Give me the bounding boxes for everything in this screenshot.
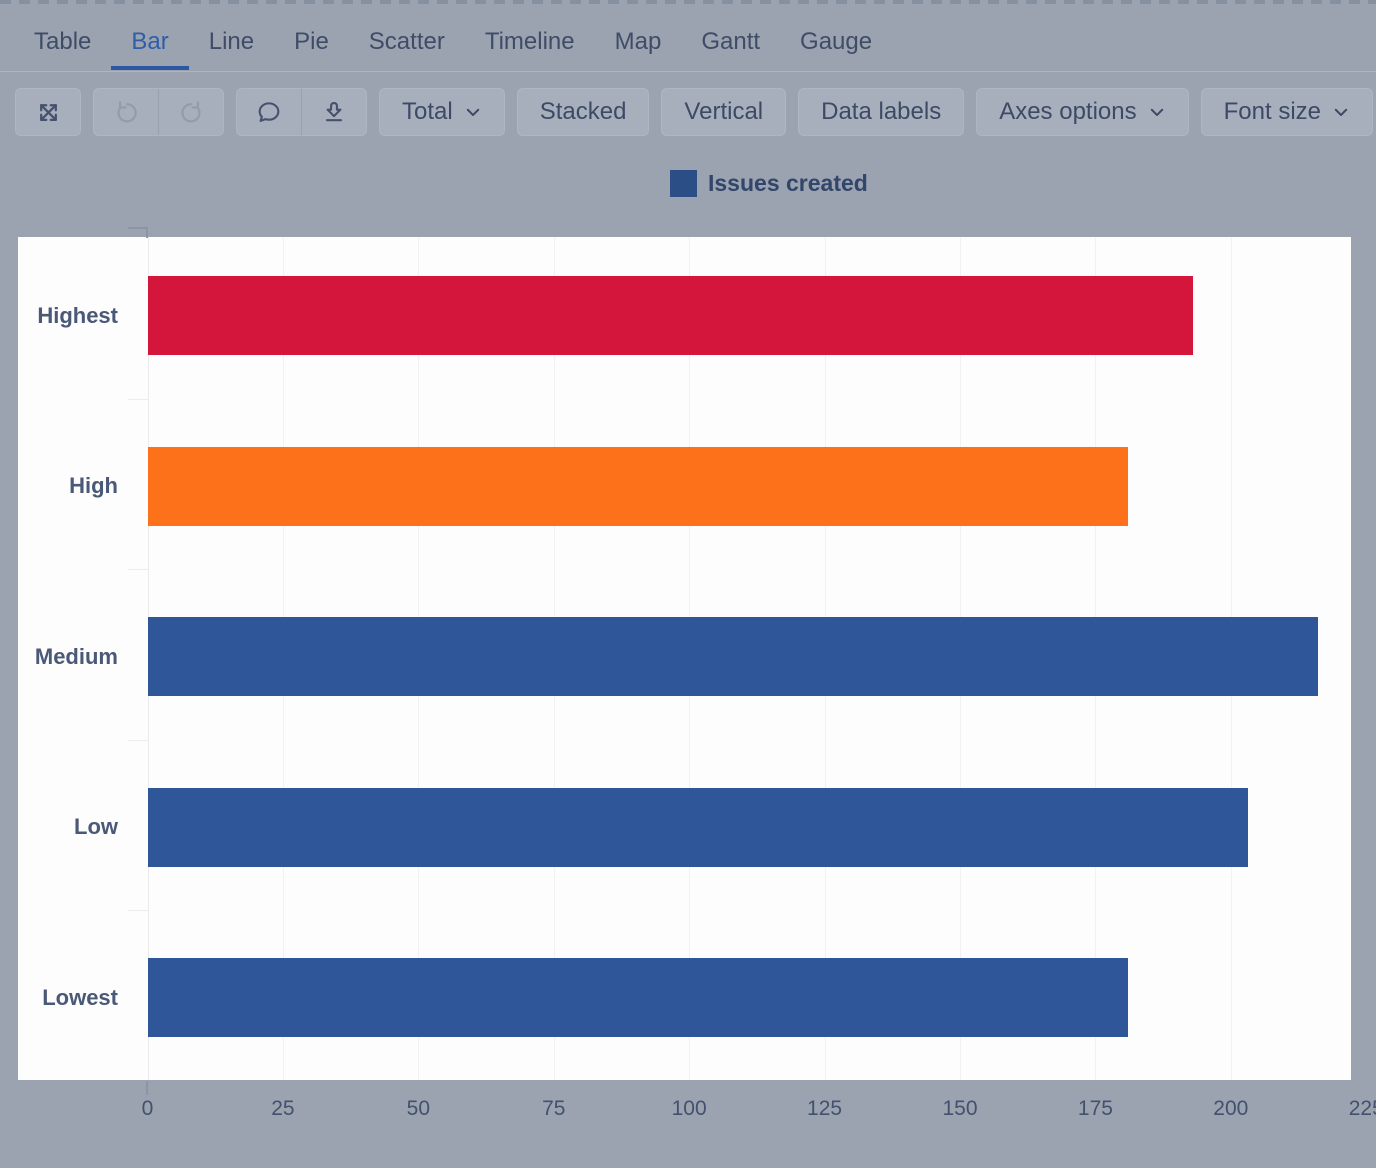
bar-low[interactable] [148, 787, 1248, 867]
bar-lowest[interactable] [148, 958, 1129, 1037]
expand-button[interactable] [16, 89, 80, 135]
font-size-button[interactable]: Font size [1200, 88, 1373, 136]
category-boundary-tick [128, 910, 148, 911]
undo-redo-button-group [93, 88, 224, 136]
download-button[interactable] [302, 89, 366, 135]
tab-scatter[interactable]: Scatter [349, 16, 465, 70]
category-boundary-tick [128, 398, 148, 400]
legend-label: Issues created [708, 170, 868, 196]
expand-button-group [15, 88, 81, 136]
tab-pie[interactable]: Pie [274, 16, 349, 70]
category-label-low: Low [74, 814, 118, 839]
tab-gantt[interactable]: Gantt [681, 16, 780, 70]
x-tick-label: 150 [942, 1097, 978, 1120]
legend[interactable]: Issues created [670, 170, 868, 197]
axes-options-button[interactable]: Axes options [976, 88, 1189, 136]
legend-swatch [670, 170, 697, 197]
tab-map[interactable]: Map [595, 16, 682, 70]
chevron-down-icon [1148, 103, 1166, 121]
tab-bar[interactable]: Bar [111, 16, 188, 70]
toolbar: Total Stacked Vertical Data labels Axes opti… [15, 88, 1373, 136]
toolbar-group-divider [158, 89, 159, 135]
category-label-highest: Highest [37, 302, 118, 328]
stacked-button[interactable]: Stacked [516, 88, 650, 136]
category-boundary-tick [128, 739, 148, 741]
y-axis-line-top [146, 227, 148, 238]
comment-icon [255, 98, 283, 126]
expand-icon [35, 99, 62, 126]
toolbar-group-divider [301, 89, 302, 135]
redo-button[interactable] [159, 89, 223, 135]
total-button[interactable]: Total [379, 88, 505, 136]
comment-download-button-group [236, 88, 367, 136]
x-tick-label: 50 [406, 1097, 431, 1120]
button-label: Axes options [999, 98, 1137, 125]
y-axis-top-tick [128, 227, 148, 229]
undo-icon [113, 99, 140, 126]
tab-line[interactable]: Line [189, 16, 274, 70]
x-tick-label: 175 [1077, 1097, 1113, 1120]
category-boundary-tick [128, 569, 148, 570]
x-tick-label: 25 [271, 1097, 295, 1120]
undo-button[interactable] [94, 89, 158, 135]
x-tick-label: 125 [807, 1097, 843, 1120]
chart-type-tabs: Table Bar Line Pie Scatter Timeline Map Gantt Ga… [14, 16, 892, 70]
comment-button[interactable] [237, 89, 301, 135]
tabbar-divider [0, 71, 1376, 72]
tab-table[interactable]: Table [14, 16, 111, 70]
button-label: Stacked [539, 98, 627, 125]
chart-plot-area: Highest High Medium Low Lowest [18, 237, 1351, 1080]
vertical-button[interactable]: Vertical [661, 88, 787, 136]
x-tick-label: 100 [671, 1097, 707, 1120]
redo-icon [178, 99, 205, 126]
tab-gauge[interactable]: Gauge [780, 16, 892, 70]
x-tick-label: 75 [542, 1097, 566, 1120]
button-label: Font size [1223, 98, 1321, 125]
bar-medium[interactable] [148, 617, 1318, 696]
data-labels-button[interactable]: Data labels [798, 88, 965, 136]
x-tick-label: 225 [1348, 1097, 1376, 1120]
download-icon [320, 98, 348, 126]
bar-high[interactable] [148, 446, 1129, 526]
bar-highest[interactable] [148, 276, 1194, 355]
chevron-down-icon [1332, 103, 1350, 121]
x-tick-label: 200 [1213, 1097, 1249, 1120]
category-label-high: High [69, 473, 118, 498]
tab-timeline[interactable]: Timeline [465, 16, 595, 70]
category-label-medium: Medium [34, 643, 118, 669]
dashed-top-border [0, 0, 1376, 4]
button-label: Data labels [821, 98, 942, 125]
category-label-lowest: Lowest [42, 984, 118, 1010]
chevron-down-icon [464, 103, 482, 121]
x-axis-zero-tick [146, 1081, 148, 1095]
button-label: Vertical [684, 98, 764, 125]
x-tick-label: 0 [141, 1097, 154, 1120]
button-label: Total [402, 98, 453, 125]
